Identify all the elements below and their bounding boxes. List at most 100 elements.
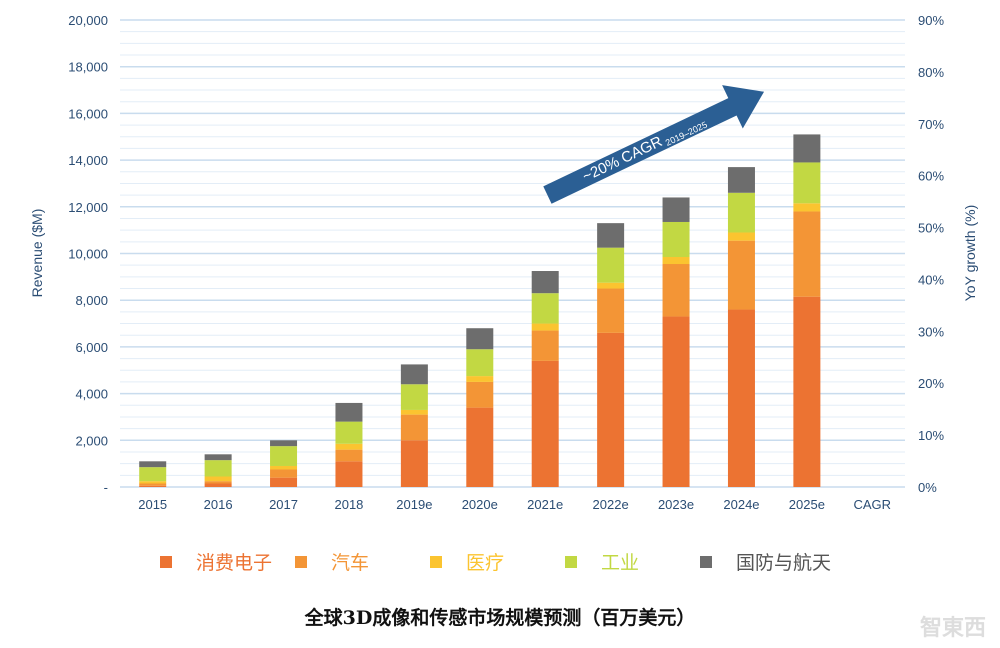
x-tick-label: 2019e <box>396 497 432 512</box>
y-tick-label: 16,000 <box>68 106 108 121</box>
y-tick-label: 2,000 <box>75 433 108 448</box>
legend-swatch <box>700 555 712 568</box>
x-tick-label: 2018 <box>334 497 363 512</box>
bar-segment <box>204 454 232 461</box>
bar-segment <box>335 421 363 444</box>
bar-segment <box>531 271 559 294</box>
y-tick-label: 6,000 <box>75 340 108 355</box>
bar-segment <box>270 465 298 470</box>
bar-segment <box>597 332 625 487</box>
bar-segment <box>139 481 167 484</box>
bar-segment <box>139 485 167 487</box>
bar-segment <box>727 192 755 233</box>
bar-segment <box>204 481 232 484</box>
bar-segment <box>466 349 494 377</box>
bar-segment <box>400 384 428 410</box>
bar-segment <box>466 407 494 487</box>
bar-segment <box>531 360 559 487</box>
bar-segment <box>727 232 755 241</box>
bar-segment <box>466 376 494 382</box>
x-tick-label: 2015 <box>138 497 167 512</box>
x-tick-label: 2016 <box>204 497 233 512</box>
bar-segment <box>270 469 298 478</box>
legend-item: 工业 <box>565 548 700 575</box>
y-tick-label: - <box>104 480 108 495</box>
legend-label: 医疗 <box>466 552 505 574</box>
legend-label: 国防与航天 <box>736 552 832 574</box>
y-tick-label: 10,000 <box>68 247 108 262</box>
bar-segment <box>793 162 821 204</box>
legend: 消费电子 汽车 医疗 工业 国防与航天 <box>160 548 835 575</box>
bar-segment <box>662 257 690 265</box>
y2-tick-label: 80% <box>918 65 944 80</box>
bar-segment <box>531 330 559 361</box>
legend-swatch <box>160 555 172 568</box>
x-tick-label: 2022e <box>593 497 629 512</box>
legend-swatch <box>430 555 442 568</box>
bar-segment <box>139 483 167 486</box>
bar-segment <box>662 264 690 317</box>
x-tick-label: CAGR <box>854 497 892 512</box>
x-tick-label: 2025e <box>789 497 825 512</box>
y-tick-label: 12,000 <box>68 200 108 215</box>
bar-segment <box>531 293 559 324</box>
bar-segment <box>727 309 755 487</box>
x-tick-label: 2017 <box>269 497 298 512</box>
bar-segment <box>400 440 428 487</box>
bar-segment <box>662 221 690 258</box>
y2-tick-label: 60% <box>918 169 944 184</box>
legend-item: 医疗 <box>430 548 565 575</box>
bar-segment <box>335 449 363 462</box>
y2-axis-label: YoY growth (%) <box>962 205 978 302</box>
x-tick-label: 2024e <box>723 497 759 512</box>
x-tick-label: 2021e <box>527 497 563 512</box>
bar-segment <box>597 288 625 333</box>
y2-tick-label: 50% <box>918 221 944 236</box>
legend-item: 汽车 <box>295 548 430 575</box>
bar-segment <box>204 476 232 482</box>
bar-segment <box>793 203 821 212</box>
bar-segment <box>335 443 363 450</box>
y-axis-label: Revenue ($M) <box>29 209 45 298</box>
bar-segment <box>597 247 625 283</box>
bar-segment <box>531 323 559 331</box>
legend-label: 消费电子 <box>196 552 273 574</box>
bar-segment <box>400 364 428 385</box>
y2-tick-label: 10% <box>918 428 944 443</box>
watermark-logo: 智東西 <box>919 616 986 641</box>
bar-segment <box>270 477 298 487</box>
y2-tick-label: 20% <box>918 376 944 391</box>
legend-swatch <box>565 555 577 568</box>
bar-segment <box>270 440 298 447</box>
bar-segment <box>270 446 298 466</box>
legend-label: 汽车 <box>331 552 370 574</box>
y2-tick-label: 0% <box>918 480 937 495</box>
bar-segment <box>139 467 167 482</box>
x-tick-label: 2020e <box>462 497 498 512</box>
bar-segment <box>335 461 363 487</box>
bar-segment <box>335 402 363 422</box>
bar-segment <box>662 197 690 222</box>
bar-segment <box>466 328 494 350</box>
bar-segment <box>727 240 755 310</box>
y-tick-label: 4,000 <box>75 387 108 402</box>
bar-segment <box>139 461 167 468</box>
arrow-icon <box>543 85 765 204</box>
y2-tick-label: 30% <box>918 324 944 339</box>
stacked-bar-chart: - 2,000 4,000 6,000 8,000 10,000 12,000 14,000 1… <box>29 13 978 512</box>
legend-item: 消费电子 <box>160 548 295 575</box>
y-tick-label: 18,000 <box>68 60 108 75</box>
legend-item: 国防与航天 <box>700 548 835 575</box>
bar-segment <box>793 296 821 487</box>
y-tick-label: 20,000 <box>68 13 108 28</box>
y2-tick-label: 90% <box>918 13 944 28</box>
y2-tick-label: 40% <box>918 272 944 287</box>
bar-segment <box>400 409 428 415</box>
bar-segment <box>597 282 625 289</box>
legend-swatch <box>295 555 307 568</box>
bar-segment <box>466 381 494 408</box>
bar-segment <box>204 483 232 487</box>
bar-segment <box>662 316 690 487</box>
y2-tick-label: 70% <box>918 117 944 132</box>
